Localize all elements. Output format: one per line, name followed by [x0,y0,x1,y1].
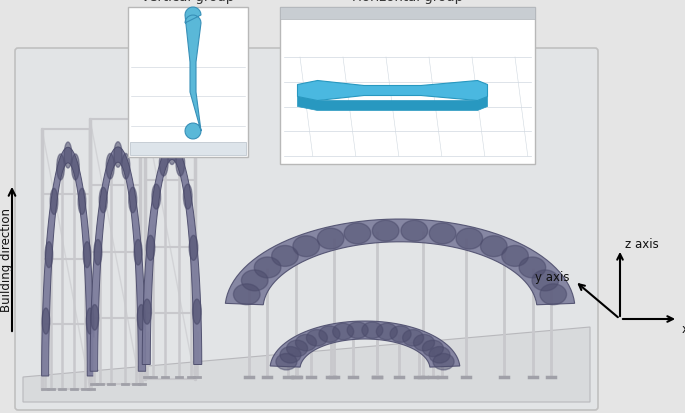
Text: Horizontal group: Horizontal group [352,0,463,4]
Ellipse shape [142,299,151,324]
Polygon shape [185,8,201,140]
Ellipse shape [519,257,546,278]
Ellipse shape [45,242,53,268]
Ellipse shape [362,322,383,339]
Ellipse shape [146,236,155,261]
Ellipse shape [234,284,260,305]
Ellipse shape [280,347,301,363]
Bar [280,8,535,165]
Ellipse shape [78,189,86,215]
Ellipse shape [137,305,145,330]
Ellipse shape [423,340,443,357]
Ellipse shape [254,257,281,278]
Ellipse shape [94,240,102,266]
Ellipse shape [286,340,308,357]
Ellipse shape [390,326,411,342]
Ellipse shape [99,188,108,213]
Ellipse shape [429,223,456,244]
Ellipse shape [401,221,427,242]
Ellipse shape [241,270,268,291]
Ellipse shape [192,299,201,324]
Ellipse shape [376,323,397,340]
Ellipse shape [50,189,58,215]
Polygon shape [142,145,202,365]
Ellipse shape [306,330,327,346]
Ellipse shape [176,152,185,176]
Ellipse shape [42,308,50,334]
Bar [128,8,248,158]
Ellipse shape [189,236,198,261]
Ellipse shape [90,305,99,330]
Polygon shape [130,142,246,156]
Polygon shape [23,327,590,402]
Ellipse shape [86,308,94,334]
Ellipse shape [83,242,91,268]
Polygon shape [42,148,95,376]
Ellipse shape [347,322,368,339]
FancyBboxPatch shape [15,49,598,410]
Polygon shape [225,219,575,305]
Ellipse shape [114,142,122,168]
Text: Vertical group: Vertical group [141,0,235,4]
Ellipse shape [276,354,297,370]
Ellipse shape [152,185,160,209]
Text: z axis: z axis [625,238,659,251]
Polygon shape [297,97,488,111]
Ellipse shape [64,142,72,169]
Ellipse shape [480,236,507,257]
Ellipse shape [134,240,142,266]
Ellipse shape [57,154,64,180]
Ellipse shape [293,236,319,257]
Ellipse shape [71,154,79,180]
Ellipse shape [540,284,566,305]
Ellipse shape [414,335,434,351]
Ellipse shape [344,223,371,244]
Text: y axis: y axis [536,271,570,284]
Ellipse shape [106,154,114,180]
Ellipse shape [456,228,483,249]
Polygon shape [90,147,146,371]
Bar [280,8,535,20]
Ellipse shape [373,221,399,242]
Ellipse shape [168,140,176,165]
Ellipse shape [429,347,450,363]
Ellipse shape [272,246,298,267]
Ellipse shape [433,354,454,370]
Ellipse shape [184,185,192,209]
Ellipse shape [319,326,340,342]
Text: x axis: x axis [682,322,685,335]
Ellipse shape [501,246,528,267]
Text: Building direction: Building direction [1,207,14,311]
Ellipse shape [333,323,353,340]
Ellipse shape [129,188,137,213]
Ellipse shape [532,270,558,291]
Ellipse shape [122,154,130,180]
Polygon shape [270,321,460,367]
Polygon shape [297,81,488,101]
Ellipse shape [295,335,316,351]
Ellipse shape [317,228,344,249]
Ellipse shape [160,152,168,176]
Ellipse shape [403,330,423,346]
